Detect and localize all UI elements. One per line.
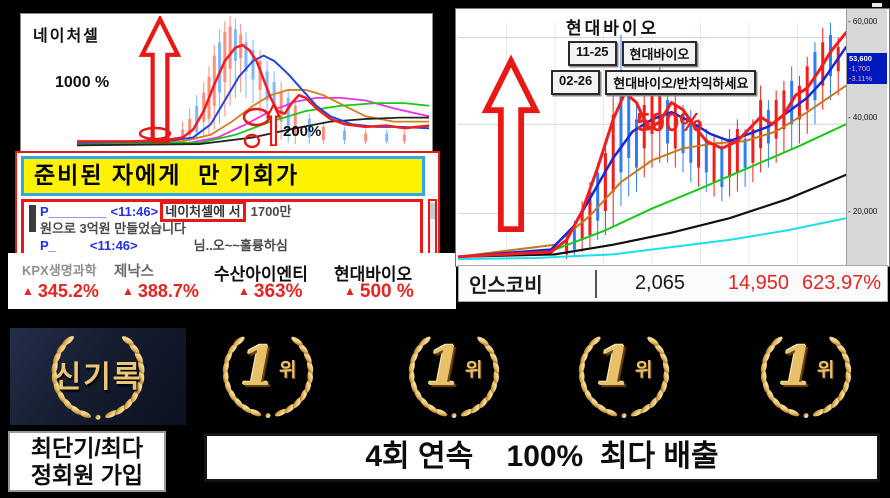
current-price-box: 53,600 -1,700 -3.11% [847,53,887,84]
hyundaibio-candlestick-chart [458,23,846,264]
laurel-wreath-icon [760,336,852,419]
stock-name: 현대바이오 [334,265,413,284]
chat-timestamp: <11:46> [110,204,159,219]
stock-gain: ▲ 500 % [344,281,414,302]
signup-record-caption: 최단기/최다 정회원 가입 [8,431,166,492]
stock-gain: ▲ 345.2% [22,281,99,301]
callout-label: 현대바이오 [621,41,698,66]
gain-200-label: 200% [283,123,322,140]
quote-high-price: 14,950 [727,272,789,294]
up-arrow-icon [139,16,181,143]
stock-gain: ▲ 363% [238,281,303,302]
chat-timestamp: <11:46> [89,238,138,253]
stock-name: 수산아이엔티 [214,265,308,284]
axis-tick: 40,000 [848,113,877,122]
gain-1000-label: 1000 % [55,74,110,91]
quote-stock-name: 인스코비 [469,275,543,297]
record-label: 신기록 [53,361,143,394]
chat-text: 님..오~~훌륭하심 [193,238,288,253]
right-chart-title: 현대바이오 [566,19,660,38]
chat-username: P________ [40,204,107,219]
bottom-caption: 4회 연속 100% 최다 배출 [204,433,880,482]
stock-column: KPX생명과학 ▲ 345.2% [22,253,114,309]
price-axis: 60,000 53,600 -1,700 -3.11% 40,000 20,00… [846,9,887,266]
stock-column: 현대바이오 ▲ 500 % [334,253,452,309]
chat-message: 원으로 3억원 만들었습니다 [40,220,418,237]
laurel-wreath-icon [408,336,500,419]
scrollbar-thumb[interactable] [430,203,435,219]
stock-name: 제낙스 [114,264,155,280]
left-chart-title: 네이처셀 [33,28,100,45]
chart-callout: 02-26 현대바이오/반차익하세요 [551,70,757,95]
opportunity-panel: 준비된 자에게 만 기회가 P________ <11:46> 네이처셀에 서 170… [15,151,440,265]
callout-label: 현대바이오/반차익하세요 [605,70,757,95]
record-badge: 신기록 [10,328,186,425]
laurel-wreath-icon [578,336,670,419]
price-change: -1,700 [849,64,871,73]
up-triangle-icon: ▲ [22,284,34,298]
callout-date: 02-26 [551,70,601,95]
quote-base-price: 2,065 [634,272,685,294]
chat-message: P________ <11:46> 네이처셀에 서 1700만 [40,202,418,222]
axis-tick: 20,000 [848,207,877,216]
quote-gain-pct: 623.97% [802,272,881,294]
laurel-wreath-icon [222,336,314,419]
hyundaibio-chart-panel: 현대바이오 11-25 현대바이오 02-26 현대바이오/반차익하세요 500… [455,8,890,267]
up-arrow-icon [265,104,282,146]
stock-gains-strip: KPX생명과학 ▲ 345.2% 제낙스 ▲ 388.7% 수산아이엔티 ▲ 363%… [8,253,456,309]
caption-line: 정회원 가입 [30,462,144,488]
circle-annotation-icon [243,133,261,149]
chat-right-scrollbar[interactable] [428,199,437,257]
divider [595,269,597,298]
stock-column: 수산아이엔티 ▲ 363% [214,253,332,309]
chat-window: P________ <11:46> 네이처셀에 서 1700만 원으로 3억원 만들었… [21,199,423,257]
up-arrow-icon [482,54,540,232]
chart-callout: 11-25 현대바이오 [568,41,698,66]
chat-left-scrollbar-thumb[interactable] [29,205,36,232]
up-triangle-icon: ▲ [122,284,134,298]
chat-text: 1700만 [250,204,292,219]
stock-column: 제낙스 ▲ 388.7% [114,253,212,309]
circle-annotation-icon [138,126,172,141]
chat-username: P_ [40,238,56,253]
callout-date: 11-25 [568,41,617,66]
opportunity-banner: 준비된 자에게 만 기회가 [21,156,425,196]
chat-text: 원으로 3억원 만들었습니다 [40,221,187,236]
price-change-pct: -3.11% [849,74,873,83]
stock-name: KPX생명과학 [22,263,97,278]
naturecell-candlestick-chart [77,16,429,148]
up-triangle-icon: ▲ [344,284,356,298]
laurel-wreath-icon [51,336,145,420]
caption-line: 최단기/최다 [30,435,144,461]
corner-mark [872,3,882,7]
stock-gain: ▲ 388.7% [122,281,199,301]
chat-highlighted-text: 네이처셀에 서 [160,202,246,222]
quote-row[interactable]: 인스코비 2,065 14,950 623.97% [458,265,888,302]
up-triangle-icon: ▲ [238,284,250,298]
current-price: 53,600 [849,54,872,63]
axis-tick: 60,000 [848,17,877,26]
chat-message: P_ <11:46> 님..오~~훌륭하심 [40,237,418,254]
naturecell-chart-panel: 네이처셀 1000 % 200% [20,13,433,152]
gain-500-label: 500% [636,107,703,137]
